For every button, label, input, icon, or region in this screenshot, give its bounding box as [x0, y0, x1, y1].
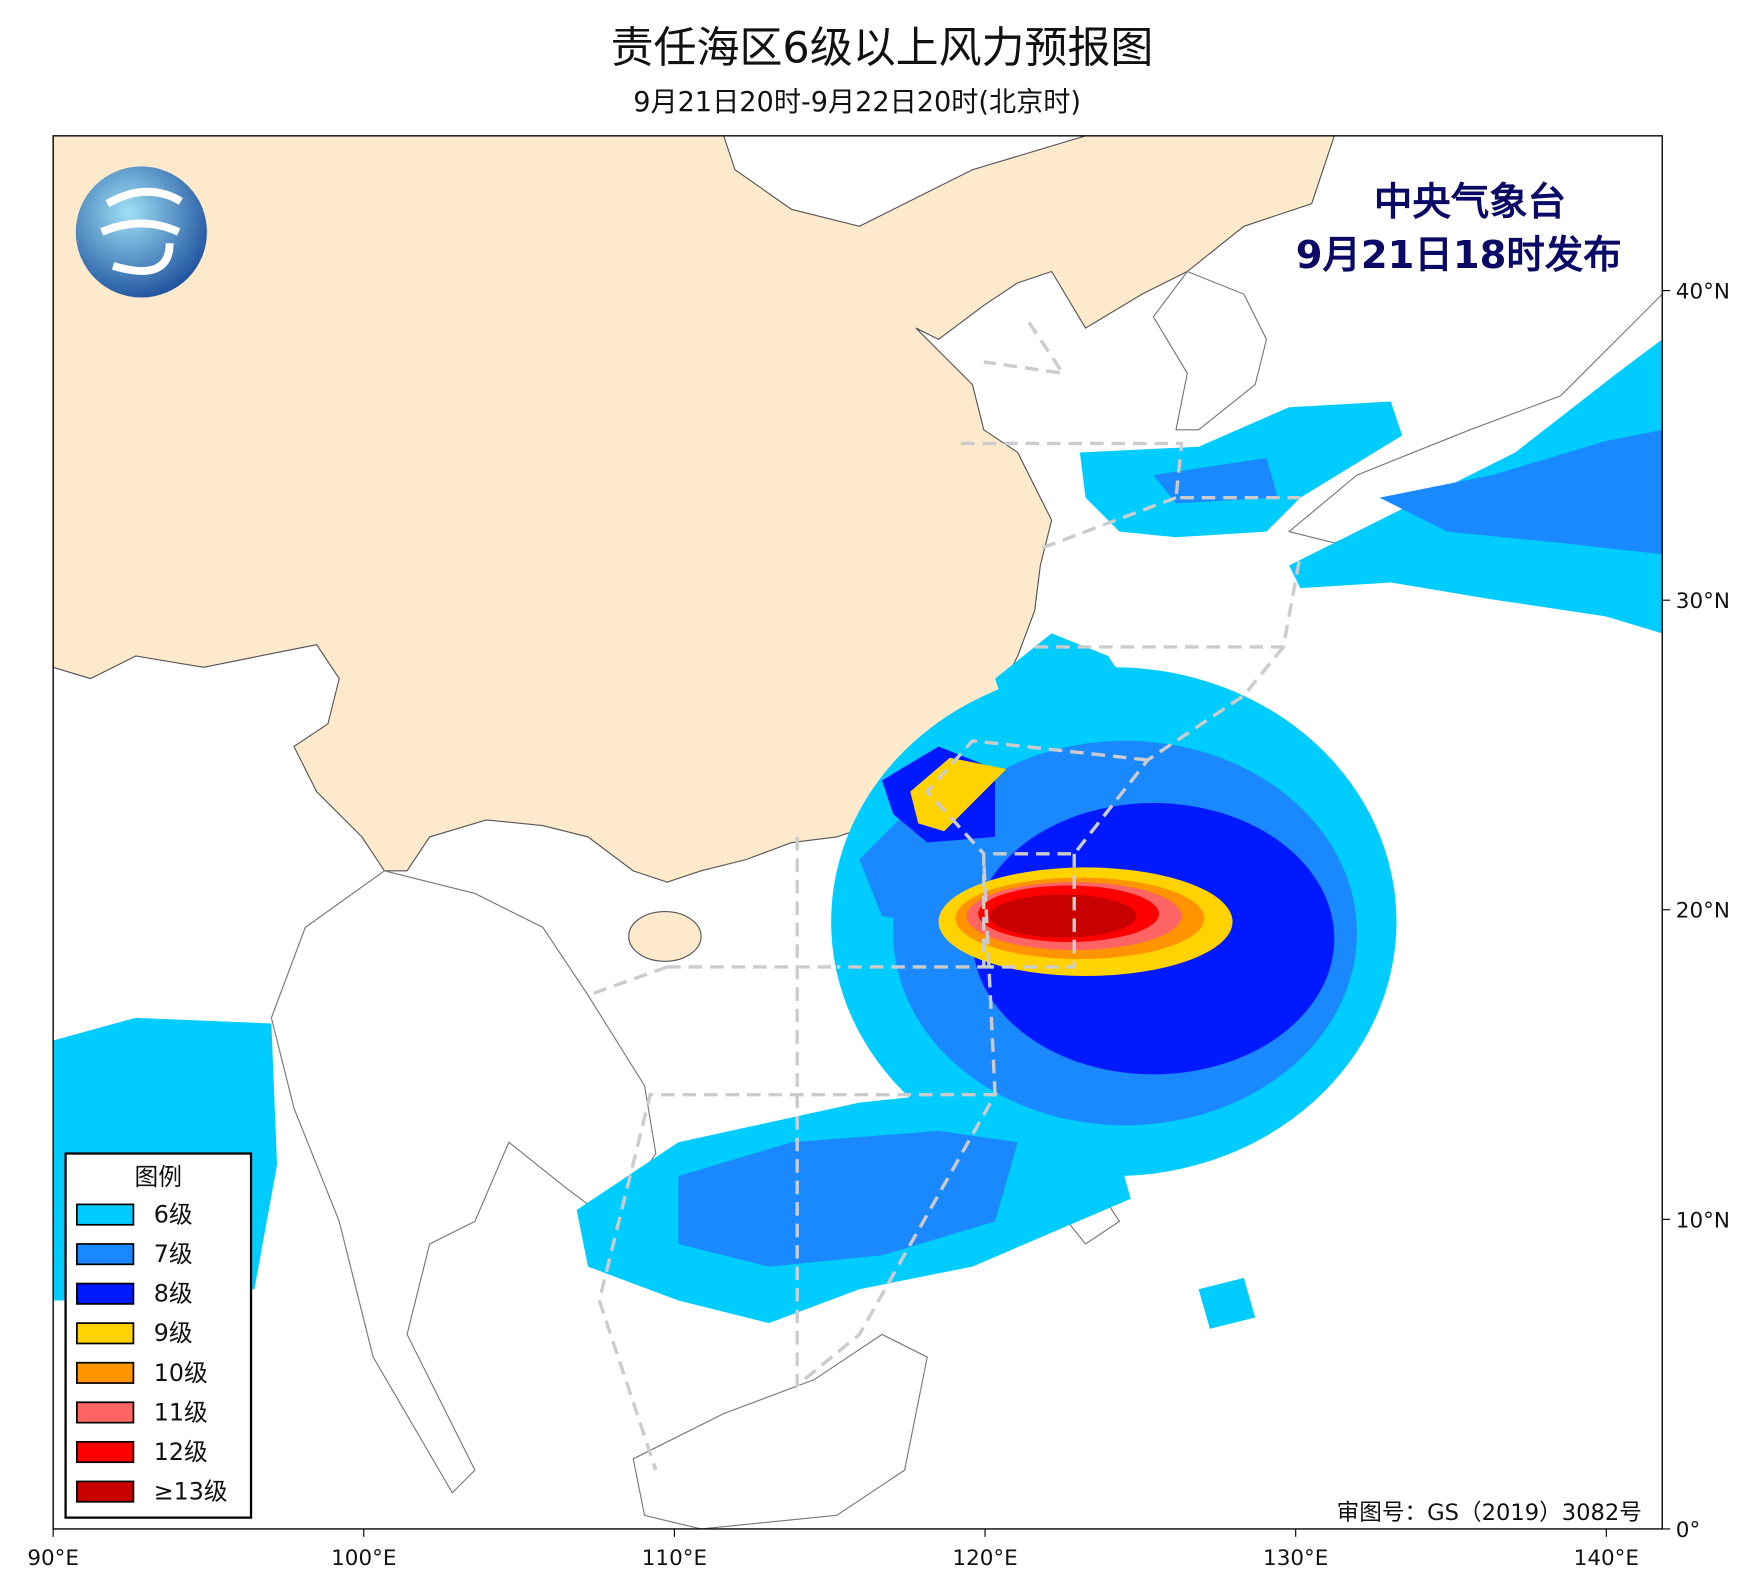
wind-area: [910, 757, 1007, 832]
legend-swatch: [76, 1282, 135, 1305]
logo: [75, 166, 207, 298]
legend-swatch: [76, 1243, 135, 1266]
korea: [1152, 270, 1268, 431]
y-tick-label: 30°N: [1676, 589, 1730, 614]
wind-area: [989, 894, 1137, 938]
subtitle: 9月21日20时-9月22日20时(北京时): [633, 87, 1081, 118]
legend-title: 图例: [135, 1163, 182, 1191]
legend: 图例 6级 7级 8级 9级 10级 11级 12级 ≥13级: [64, 1152, 253, 1519]
issue-time: 9月21日18时发布: [1296, 233, 1622, 278]
y-tick-label: 20°N: [1676, 899, 1730, 924]
wind-area: [1379, 429, 1663, 555]
wind-area: [995, 633, 1154, 747]
hainan: [628, 910, 702, 962]
responsibility-zones: [587, 321, 1303, 1471]
map-frame: [52, 135, 1663, 1530]
y-tick-label: 40°N: [1676, 280, 1730, 305]
legend-swatch: [76, 1203, 135, 1226]
zone-lines: [587, 321, 1303, 1471]
indochina: [270, 870, 657, 1494]
legend-label: ≥13级: [154, 1478, 228, 1506]
wind-area: [1198, 1277, 1256, 1329]
logo-mark: [100, 187, 183, 275]
x-tick-label: 120°E: [952, 1546, 1017, 1571]
approval-number: 审图号：GS（2019）3082号: [1337, 1500, 1642, 1526]
wind-area: [1153, 458, 1278, 504]
legend-swatch: [76, 1322, 135, 1345]
x-tick-label: 100°E: [331, 1546, 396, 1571]
legend-label: 10级: [154, 1359, 208, 1387]
title: 责任海区6级以上风力预报图: [611, 23, 1154, 73]
legend-label: 12级: [154, 1438, 208, 1466]
legend-swatch: [76, 1441, 135, 1464]
x-tick-label: 130°E: [1263, 1546, 1328, 1571]
legend-label: 6级: [154, 1200, 193, 1228]
x-tick-label: 140°E: [1574, 1546, 1639, 1571]
legend-swatch: [76, 1361, 135, 1384]
wind-area: [678, 1130, 1018, 1267]
y-tick-label: 10°N: [1676, 1208, 1730, 1233]
legend-label: 9级: [154, 1319, 193, 1347]
legend-label: 11级: [154, 1398, 208, 1426]
publisher-name: 中央气象台: [1374, 180, 1566, 225]
borneo: [632, 1333, 928, 1529]
y-tick-label: 0°: [1676, 1518, 1700, 1543]
legend-label: 8级: [154, 1280, 193, 1308]
legend-swatch: [76, 1480, 135, 1503]
x-tick-label: 90°E: [27, 1546, 79, 1571]
wind-area: [859, 814, 973, 928]
logo-circle: [75, 166, 207, 298]
legend-label: 7级: [154, 1240, 193, 1268]
legend-swatch: [76, 1401, 135, 1424]
x-tick-label: 110°E: [642, 1546, 707, 1571]
